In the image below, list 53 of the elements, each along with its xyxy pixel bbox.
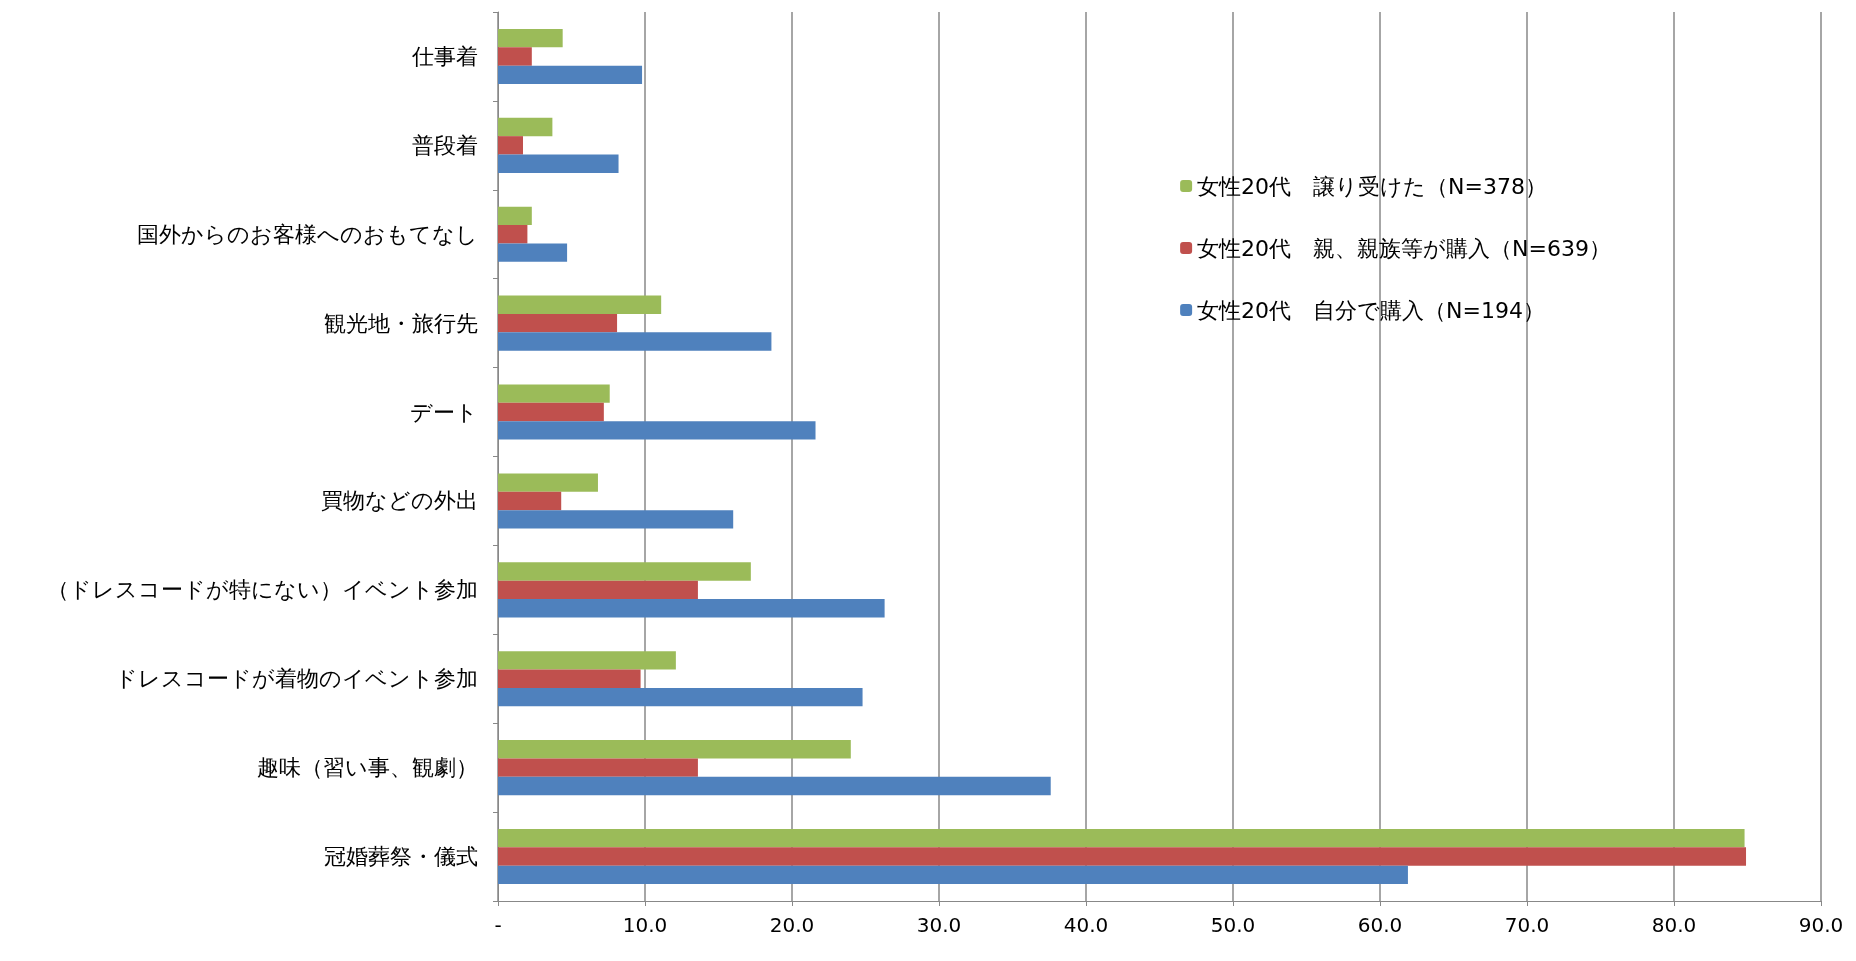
y-tick-label: 観光地・旅行先 [324,310,478,336]
y-tick-label: 冠婚葬祭・儀式 [324,844,478,870]
bar [498,473,598,492]
y-tick-label: デート [410,399,478,425]
bar [498,65,643,85]
x-tick-label: 30.0 [916,913,962,937]
bar [498,402,604,422]
bar [498,313,618,333]
bar [498,776,1051,796]
bar [498,562,751,581]
bar [498,295,662,314]
bar [498,687,863,707]
y-tick-label: 国外からのお客様へのおもてなし [137,221,478,247]
bar [498,225,528,244]
bar [498,651,676,670]
y-tick-label: 仕事着 [411,43,478,69]
x-tick-label: 90.0 [1798,913,1844,937]
x-tick-label: 10.0 [622,913,668,937]
bar [498,28,563,48]
bar [498,384,610,403]
x-tick-label: 70.0 [1504,913,1550,937]
bar [498,599,885,618]
legend-label: 女性20代 親、親族等が購入（N=639） [1197,235,1612,261]
bar [498,828,1745,848]
y-tick-label: 普段着 [412,132,478,158]
x-tick-label: 20.0 [769,913,815,937]
bar [498,206,532,226]
bar [498,669,641,688]
bar [498,510,734,529]
bar [498,332,772,351]
bar [498,136,523,155]
bar [498,117,553,137]
x-tick-label: 50.0 [1210,913,1256,937]
legend-label: 女性20代 自分で購入（N=194） [1197,297,1546,323]
x-tick-label: - [494,913,502,937]
bar [498,421,816,440]
bar [498,865,1408,885]
y-tick-label: 買物などの外出 [321,488,478,514]
bar [498,758,698,777]
bar [498,740,851,759]
bar [498,47,532,66]
legend-label: 女性20代 譲り受けた（N=378） [1197,173,1548,199]
y-tick-label: （ドレスコードが特にない）イベント参加 [47,577,478,603]
bar [498,847,1747,866]
y-tick-label: 趣味（習い事、観劇） [257,755,478,781]
y-tick-label: ドレスコードが着物のイベント参加 [115,666,478,692]
bar [498,580,698,600]
bar [498,154,619,173]
x-tick-label: 60.0 [1357,913,1403,937]
bar [498,243,568,262]
x-tick-label: 40.0 [1063,913,1109,937]
x-tick-label: 80.0 [1651,913,1697,937]
bar [498,491,562,511]
